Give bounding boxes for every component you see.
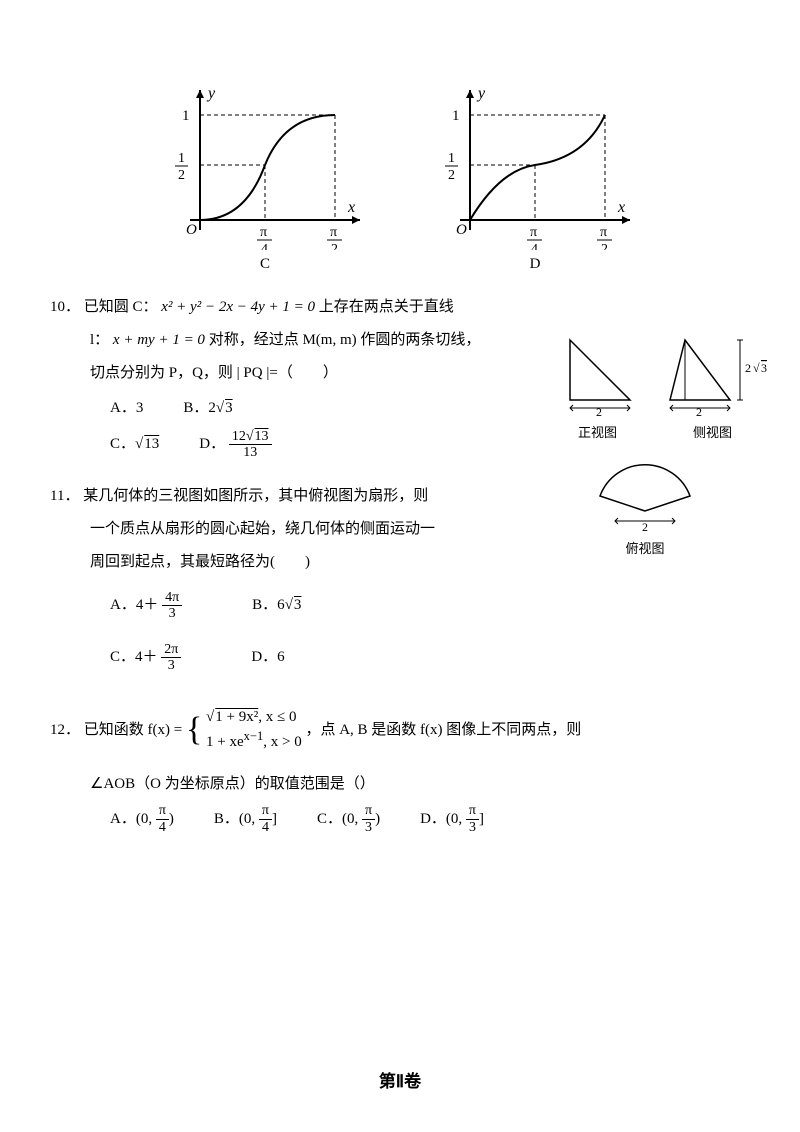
q11-num: 11． bbox=[50, 488, 79, 504]
svg-text:2: 2 bbox=[448, 168, 455, 183]
svg-text:2: 2 bbox=[331, 242, 338, 250]
graph-c-svg: y x O 1 1 2 π 4 π 2 bbox=[160, 80, 370, 250]
svg-text:2: 2 bbox=[745, 361, 751, 375]
question-12: 12． 已知函数 f(x) = { √1 + 9x², x ≤ 0 1 + xe… bbox=[50, 693, 750, 837]
question-11: 11． 某几何体的三视图如图所示，其中俯视图为扇形，则 一个质点从扇形的圆心起始… bbox=[50, 480, 750, 675]
svg-text:π: π bbox=[530, 225, 537, 240]
q10-eq1: x² + y² − 2x − 4y + 1 = 0 bbox=[161, 299, 315, 315]
q10-options: A．3 B．2√3 C．√13 D． 12√13 13 bbox=[110, 390, 520, 462]
q10-l2a: l： bbox=[90, 332, 109, 348]
q11-l1: 某几何体的三视图如图所示，其中俯视图为扇形，则 bbox=[83, 488, 428, 504]
svg-text:1: 1 bbox=[448, 151, 455, 166]
q12-options: A．(0, π4) B．(0, π4] C．(0, π3) D．(0, π3] bbox=[110, 801, 750, 837]
svg-text:O: O bbox=[186, 222, 197, 238]
q12-optA: A．(0, π4) bbox=[110, 801, 174, 837]
svg-text:π: π bbox=[600, 225, 607, 240]
graph-c-label: C bbox=[260, 256, 270, 273]
svg-text:x: x bbox=[617, 199, 625, 216]
svg-text:π: π bbox=[330, 225, 337, 240]
q12-optB: B．(0, π4] bbox=[214, 801, 277, 837]
svg-text:1: 1 bbox=[182, 108, 190, 124]
q10-l1a: 已知圆 C： bbox=[84, 299, 158, 315]
front-view: 2 正视图 bbox=[550, 330, 645, 441]
q10-l1b: 上存在两点关于直线 bbox=[319, 299, 454, 315]
q11-l3: 周回到起点，其最短路径为( ) bbox=[90, 554, 310, 570]
q10-l3: 切点分别为 P，Q，则 | PQ |=（ ） bbox=[90, 365, 338, 381]
q11-optA: A．4＋ 4π3 bbox=[110, 587, 182, 623]
side-view: 2 2 √ 3 侧视图 bbox=[655, 330, 770, 441]
svg-text:y: y bbox=[476, 85, 486, 102]
q12-optD: D．(0, π3] bbox=[420, 801, 484, 837]
svg-text:√: √ bbox=[753, 361, 760, 375]
svg-text:1: 1 bbox=[178, 151, 185, 166]
svg-text:2: 2 bbox=[696, 405, 702, 419]
q12-post: ，点 A, B 是函数 f(x) 图像上不同两点，则 bbox=[305, 722, 581, 738]
graph-d-label: D bbox=[530, 256, 541, 273]
svg-text:1: 1 bbox=[452, 108, 460, 124]
svg-text:O: O bbox=[456, 222, 467, 238]
q10-num: 10． bbox=[50, 299, 80, 315]
svg-text:π: π bbox=[260, 225, 267, 240]
q11-optB: B．6√3 bbox=[252, 587, 301, 623]
q10-optB: B．2√3 bbox=[183, 390, 232, 426]
question-10: 10． 已知圆 C： x² + y² − 2x − 4y + 1 = 0 上存在… bbox=[50, 291, 520, 462]
q11-optC: C．4＋ 2π3 bbox=[110, 639, 181, 675]
graph-d-svg: y x O 1 1 2 π 4 π 2 bbox=[430, 80, 640, 250]
q10-optA: A．3 bbox=[110, 390, 143, 426]
svg-text:2: 2 bbox=[601, 242, 608, 250]
q11-options: A．4＋ 4π3 B．6√3 C．4＋ 2π3 D．6 bbox=[110, 587, 750, 675]
q11-optD: D．6 bbox=[251, 639, 284, 675]
front-view-label: 正视图 bbox=[550, 422, 645, 441]
side-view-label: 侧视图 bbox=[655, 422, 770, 441]
graph-row: y x O 1 1 2 π 4 π 2 C bbox=[50, 80, 750, 273]
graph-d: y x O 1 1 2 π 4 π 2 D bbox=[430, 80, 640, 273]
svg-text:2: 2 bbox=[596, 405, 602, 419]
q11-l2: 一个质点从扇形的圆心起始，绕几何体的侧面运动一 bbox=[90, 521, 435, 537]
svg-text:4: 4 bbox=[531, 242, 538, 250]
q12-piecewise: { √1 + 9x², x ≤ 0 1 + xex−1, x > 0 bbox=[186, 693, 302, 768]
q10-optD: D． 12√13 13 bbox=[199, 426, 271, 462]
q12-pre: 已知函数 f(x) = bbox=[84, 722, 186, 738]
q10-optC: C．√13 bbox=[110, 426, 159, 462]
svg-text:x: x bbox=[347, 199, 355, 216]
svg-text:2: 2 bbox=[178, 168, 185, 183]
svg-text:y: y bbox=[206, 85, 216, 102]
graph-c: y x O 1 1 2 π 4 π 2 C bbox=[160, 80, 370, 273]
svg-text:3: 3 bbox=[761, 361, 767, 375]
section-footer: 第Ⅱ卷 bbox=[0, 1067, 800, 1092]
svg-text:4: 4 bbox=[261, 242, 268, 250]
q10-eq2: x + my + 1 = 0 bbox=[113, 332, 205, 348]
q12-optC: C．(0, π3) bbox=[317, 801, 380, 837]
q12-num: 12． bbox=[50, 722, 80, 738]
q12-l2: ∠AOB（O 为坐标原点）的取值范围是（） bbox=[90, 776, 375, 792]
q10-l2b: 对称，经过点 M(m, m) 作圆的两条切线， bbox=[209, 332, 481, 348]
